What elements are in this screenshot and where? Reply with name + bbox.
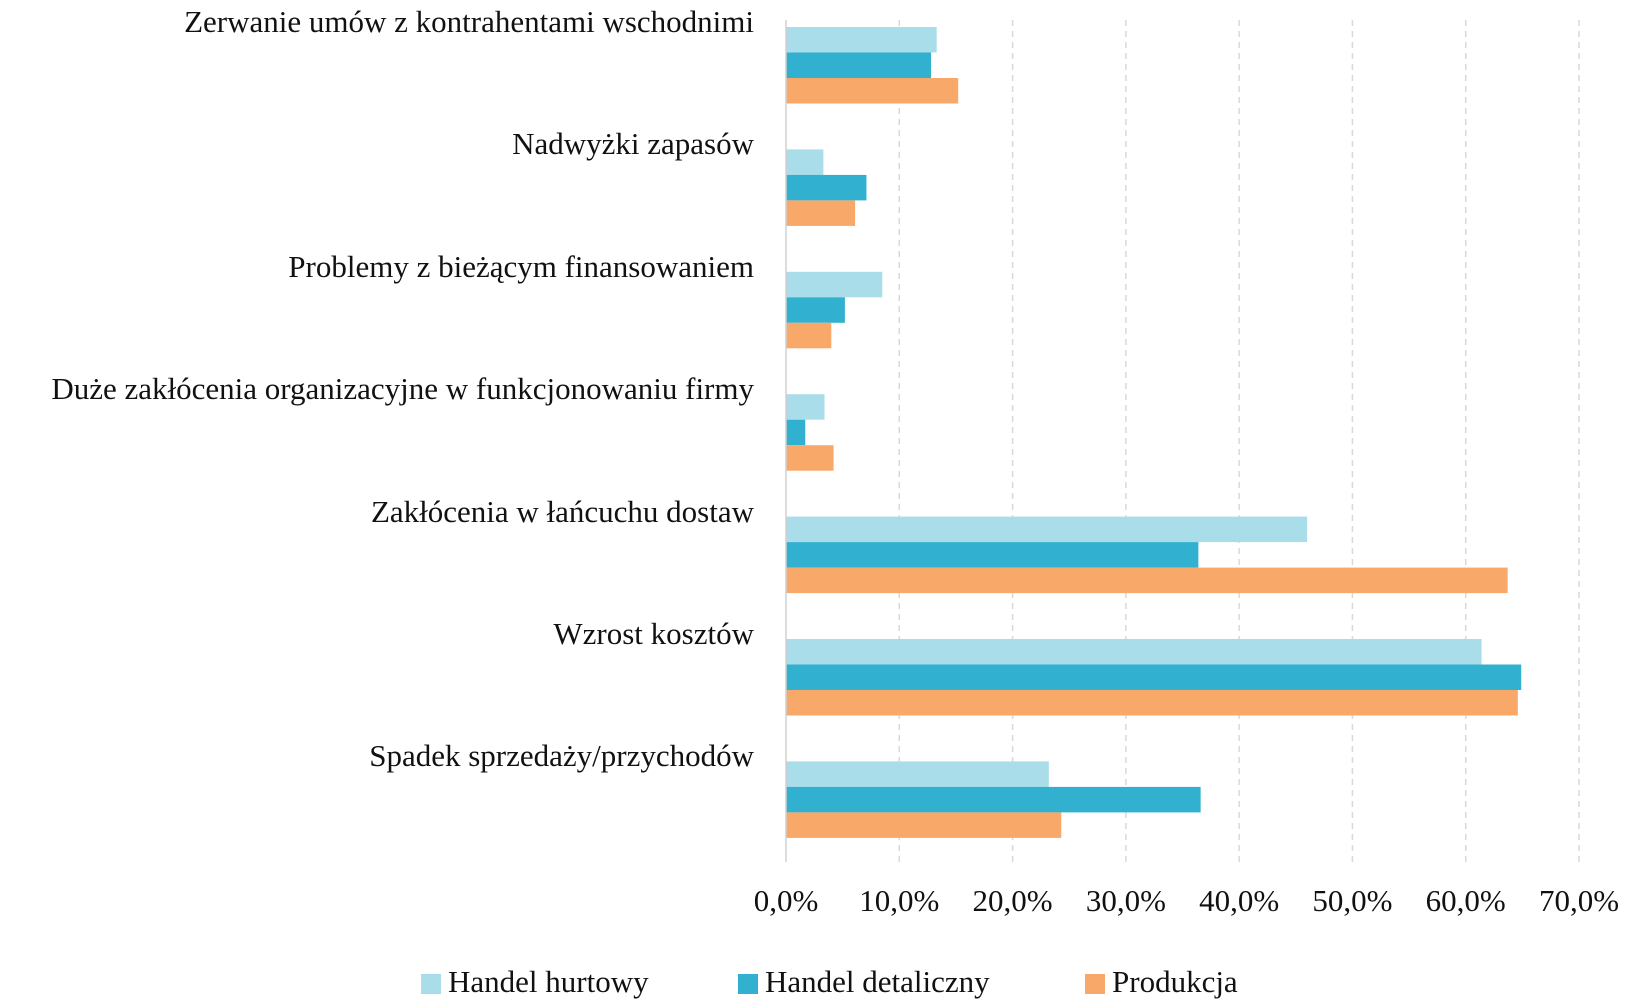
x-tick-label: 70,0% (1539, 883, 1619, 918)
category-label: Duże zakłócenia organizacyjne w funkcjon… (51, 371, 754, 407)
bar (786, 690, 1518, 716)
bar (786, 516, 1308, 543)
category-label: Wzrost kosztów (553, 616, 754, 651)
legend-swatch (421, 974, 441, 994)
x-tick-label: 20,0% (973, 883, 1053, 918)
bar (786, 664, 1522, 690)
bar (786, 567, 1508, 594)
bar (786, 639, 1482, 665)
bar (786, 394, 825, 420)
legend-label: Handel hurtowy (448, 964, 649, 999)
bar (786, 322, 832, 349)
legend-label: Produkcja (1112, 964, 1238, 999)
x-tick-label: 0,0% (754, 883, 819, 918)
category-label: Zakłócenia w łańcuchu dostaw (370, 493, 754, 529)
category-label: Spadek sprzedaży/przychodów (369, 738, 754, 774)
bar (786, 78, 959, 104)
bar (786, 297, 845, 323)
bar (786, 149, 824, 175)
legend-swatch (1085, 974, 1105, 994)
bar (786, 271, 883, 298)
bar (786, 174, 867, 201)
bar (786, 761, 1049, 787)
category-label: Zerwanie umów z kontrahentami wschodnimi (184, 4, 754, 39)
bar (786, 542, 1199, 568)
legend-label: Handel detaliczny (765, 964, 990, 999)
bar (786, 812, 1062, 838)
x-tick-label: 10,0% (859, 883, 939, 918)
x-tick-label: 60,0% (1426, 883, 1506, 918)
category-label: Nadwyżki zapasów (512, 126, 754, 162)
bar (786, 419, 806, 446)
x-tick-label: 50,0% (1312, 883, 1392, 918)
legend-swatch (738, 974, 758, 994)
bar (786, 445, 834, 471)
x-tick-label: 40,0% (1199, 883, 1279, 918)
bar (786, 27, 937, 53)
category-label: Problemy z bieżącym finansowaniem (288, 248, 754, 284)
x-tick-label: 30,0% (1086, 883, 1166, 918)
bar (786, 52, 932, 78)
bar (786, 200, 856, 226)
bar (786, 786, 1201, 813)
